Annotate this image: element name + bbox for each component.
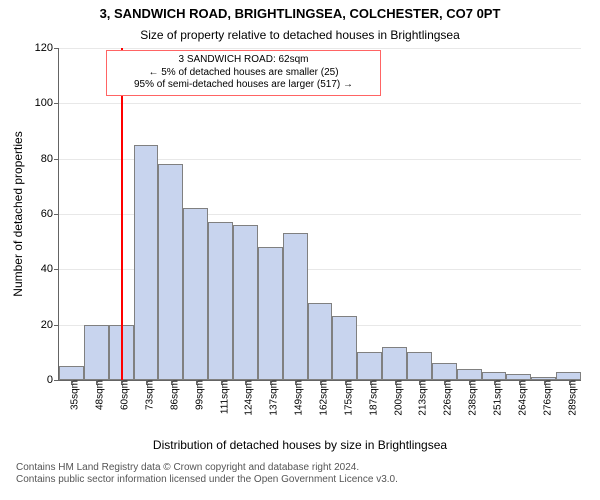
x-tick-label: 73sqm [137,380,156,410]
chart: 3, SANDWICH ROAD, BRIGHTLINGSEA, COLCHES… [0,0,600,500]
x-tick-label: 99sqm [186,380,205,410]
x-tick-label: 200sqm [385,380,404,416]
histogram-bar [332,316,357,380]
annotation-line: ← 5% of detached houses are smaller (25) [113,67,374,80]
y-tick-label: 60 [41,208,59,220]
x-tick-label: 175sqm [335,380,354,416]
chart-subtitle: Size of property relative to detached ho… [0,28,600,42]
attribution-footer: Contains HM Land Registry data © Crown c… [16,462,584,486]
x-tick-label: 251sqm [485,380,504,416]
gridline [59,103,581,104]
histogram-bar [407,352,432,380]
marker-annotation: 3 SANDWICH ROAD: 62sqm← 5% of detached h… [106,50,381,96]
y-tick-label: 80 [41,153,59,165]
x-tick-label: 124sqm [236,380,255,416]
histogram-bar [158,164,183,380]
histogram-bar [233,225,258,380]
footer-line: Contains HM Land Registry data © Crown c… [16,462,584,474]
x-tick-label: 149sqm [286,380,305,416]
x-axis-label: Distribution of detached houses by size … [0,438,600,452]
histogram-bar [183,208,208,380]
x-tick-label: 60sqm [112,380,131,410]
chart-title: 3, SANDWICH ROAD, BRIGHTLINGSEA, COLCHES… [0,6,600,21]
x-tick-label: 111sqm [211,380,230,414]
y-axis-label: Number of detached properties [11,131,25,296]
histogram-bar [134,145,159,380]
histogram-bar [208,222,233,380]
y-tick-label: 100 [35,97,59,109]
y-tick-label: 40 [41,263,59,275]
histogram-bar [283,233,308,380]
histogram-bar [59,366,84,380]
annotation-line: 95% of semi-detached houses are larger (… [113,79,374,92]
x-tick-label: 276sqm [534,380,553,416]
y-tick-label: 20 [41,319,59,331]
x-tick-label: 86sqm [161,380,180,410]
histogram-bar [382,347,407,380]
x-tick-label: 213sqm [410,380,429,416]
y-tick-label: 0 [47,374,59,386]
x-tick-label: 238sqm [460,380,479,416]
x-tick-label: 226sqm [435,380,454,416]
x-tick-label: 35sqm [62,380,81,410]
x-tick-label: 137sqm [261,380,280,416]
gridline [59,48,581,49]
x-tick-label: 264sqm [509,380,528,416]
annotation-line: 3 SANDWICH ROAD: 62sqm [113,54,374,67]
x-tick-label: 187sqm [360,380,379,416]
property-marker-line [121,48,123,380]
x-tick-label: 48sqm [87,380,106,410]
histogram-bar [432,363,457,380]
y-tick-label: 120 [35,42,59,54]
histogram-bar [457,369,482,380]
x-tick-label: 289sqm [559,380,578,416]
x-tick-label: 162sqm [311,380,330,416]
footer-line: Contains public sector information licen… [16,474,584,486]
histogram-bar [482,372,507,380]
plot-area: 02040608010012035sqm48sqm60sqm73sqm86sqm… [58,48,581,381]
histogram-bar [556,372,581,380]
histogram-bar [84,325,109,380]
histogram-bar [357,352,382,380]
histogram-bar [258,247,283,380]
histogram-bar [308,303,333,380]
